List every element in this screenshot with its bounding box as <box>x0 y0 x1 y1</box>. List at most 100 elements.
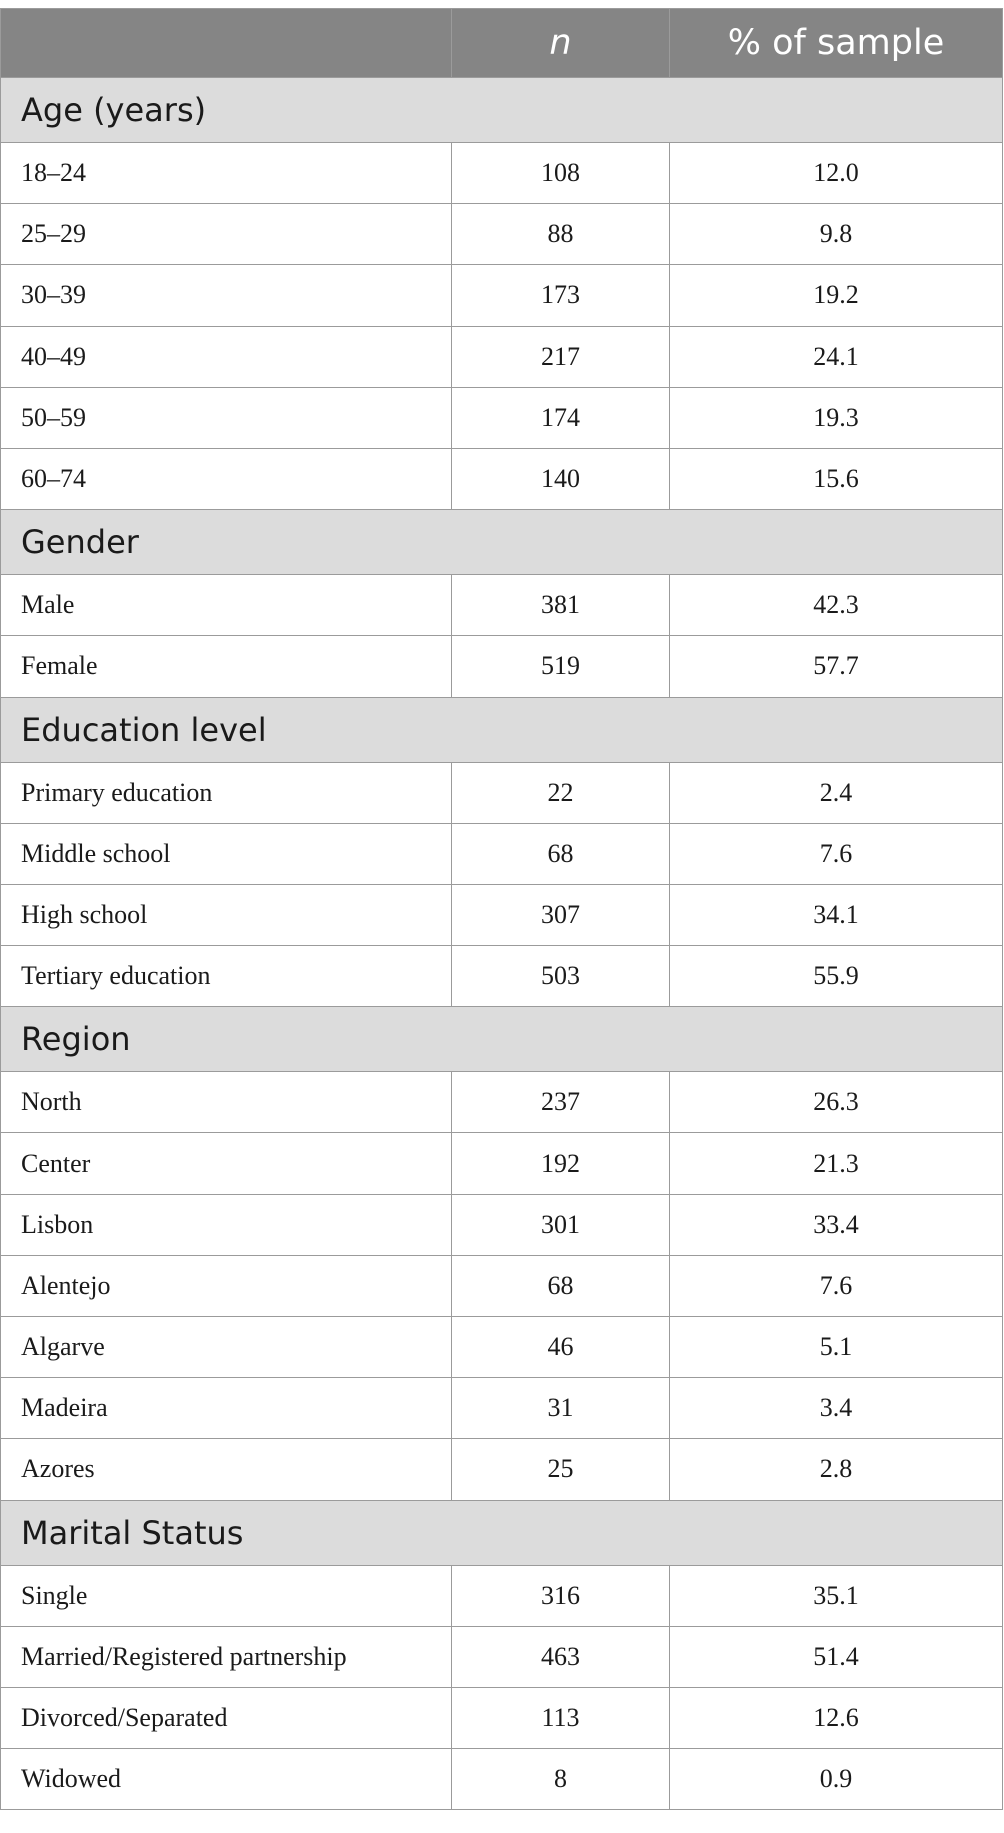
row-n-cell: 217 <box>451 325 670 388</box>
row-n-cell: 31 <box>451 1377 670 1440</box>
header-n-cell: n <box>451 8 670 78</box>
table-row: Middle school 68 7.6 <box>0 822 1003 885</box>
table-row: Tertiary education 503 55.9 <box>0 945 1003 1008</box>
row-label-cell: Female <box>0 635 452 698</box>
row-n-cell: 192 <box>451 1132 670 1195</box>
row-pct-cell: 3.4 <box>669 1377 1003 1440</box>
row-label-cell: Lisbon <box>0 1193 452 1256</box>
row-n-cell: 237 <box>451 1071 670 1134</box>
row-label-cell: Male <box>0 574 452 637</box>
row-pct-cell: 15.6 <box>669 447 1003 511</box>
row-n-cell: 173 <box>451 264 670 327</box>
table-body: Age (years) 18–24 108 12.0 25–29 88 9.8 30–39 17… <box>0 77 1003 1811</box>
table-row: Azores 25 2.8 <box>0 1438 1003 1501</box>
row-pct-cell: 12.0 <box>669 141 1003 205</box>
row-pct-cell: 19.2 <box>669 264 1003 327</box>
demographics-table: n % of sample Age (years) 18–24 108 12.0 25–… <box>0 8 1003 1811</box>
row-pct-cell: 2.4 <box>669 761 1003 824</box>
row-n-cell: 25 <box>451 1438 670 1501</box>
row-label-cell: High school <box>0 883 452 947</box>
row-label-cell: Algarve <box>0 1315 452 1379</box>
table-row: 18–24 108 12.0 <box>0 141 1003 205</box>
row-pct-cell: 57.7 <box>669 635 1003 698</box>
row-label-cell: Alentejo <box>0 1254 452 1318</box>
table-row: 50–59 174 19.3 <box>0 386 1003 449</box>
table-row: Male 381 42.3 <box>0 574 1003 637</box>
row-label-cell: Azores <box>0 1438 452 1501</box>
table-row: North 237 26.3 <box>0 1071 1003 1134</box>
row-n-cell: 46 <box>451 1315 670 1379</box>
row-pct-cell: 21.3 <box>669 1132 1003 1195</box>
row-label-cell: 40–49 <box>0 325 452 388</box>
table-row: Single 316 35.1 <box>0 1564 1003 1627</box>
demographics-table-container: n % of sample Age (years) 18–24 108 12.0 25–… <box>0 8 1003 1811</box>
table-row: Algarve 46 5.1 <box>0 1315 1003 1379</box>
section-header-row: Gender <box>0 509 1003 576</box>
row-label-cell: Primary education <box>0 761 452 824</box>
header-label-cell <box>0 8 452 78</box>
table-row: Lisbon 301 33.4 <box>0 1193 1003 1256</box>
row-n-cell: 381 <box>451 574 670 637</box>
row-pct-cell: 26.3 <box>669 1071 1003 1134</box>
row-n-cell: 503 <box>451 945 670 1008</box>
section-header-row: Age (years) <box>0 77 1003 143</box>
row-n-cell: 301 <box>451 1193 670 1256</box>
row-label-cell: Madeira <box>0 1377 452 1440</box>
table-row: 25–29 88 9.8 <box>0 203 1003 266</box>
row-label-cell: North <box>0 1071 452 1134</box>
row-label-cell: Middle school <box>0 822 452 885</box>
row-label-cell: Single <box>0 1564 452 1627</box>
table-row: Center 192 21.3 <box>0 1132 1003 1195</box>
row-n-cell: 113 <box>451 1686 670 1750</box>
row-pct-cell: 51.4 <box>669 1625 1003 1688</box>
row-pct-cell: 19.3 <box>669 386 1003 449</box>
section-header-row: Region <box>0 1006 1003 1073</box>
row-label-cell: Widowed <box>0 1748 452 1811</box>
table-row: 40–49 217 24.1 <box>0 325 1003 388</box>
row-pct-cell: 7.6 <box>669 1254 1003 1318</box>
row-pct-cell: 35.1 <box>669 1564 1003 1627</box>
section-header-row: Marital Status <box>0 1499 1003 1566</box>
table-row: Madeira 31 3.4 <box>0 1377 1003 1440</box>
row-n-cell: 108 <box>451 141 670 205</box>
row-n-cell: 463 <box>451 1625 670 1688</box>
row-n-cell: 316 <box>451 1564 670 1627</box>
table-row: Married/Registered partnership 463 51.4 <box>0 1625 1003 1688</box>
row-n-cell: 68 <box>451 822 670 885</box>
row-pct-cell: 0.9 <box>669 1748 1003 1811</box>
section-title: Age (years) <box>0 77 1003 143</box>
section-title: Region <box>0 1006 1003 1073</box>
row-n-cell: 22 <box>451 761 670 824</box>
row-pct-cell: 42.3 <box>669 574 1003 637</box>
table-row: Widowed 8 0.9 <box>0 1748 1003 1811</box>
row-pct-cell: 24.1 <box>669 325 1003 388</box>
row-pct-cell: 12.6 <box>669 1686 1003 1750</box>
row-label-cell: Tertiary education <box>0 945 452 1008</box>
row-label-cell: Married/Registered partnership <box>0 1625 452 1688</box>
row-n-cell: 8 <box>451 1748 670 1811</box>
row-pct-cell: 7.6 <box>669 822 1003 885</box>
table-row: Female 519 57.7 <box>0 635 1003 698</box>
row-n-cell: 307 <box>451 883 670 947</box>
row-label-cell: 30–39 <box>0 264 452 327</box>
table-row: Divorced/Separated 113 12.6 <box>0 1686 1003 1750</box>
row-pct-cell: 55.9 <box>669 945 1003 1008</box>
header-pct-cell: % of sample <box>669 8 1003 78</box>
table-row: Alentejo 68 7.6 <box>0 1254 1003 1318</box>
row-label-cell: 25–29 <box>0 203 452 266</box>
row-label-cell: 50–59 <box>0 386 452 449</box>
section-title: Gender <box>0 509 1003 576</box>
row-label-cell: Center <box>0 1132 452 1195</box>
section-title: Education level <box>0 696 1003 763</box>
table-row: High school 307 34.1 <box>0 883 1003 947</box>
table-header-row: n % of sample <box>0 8 1003 78</box>
row-n-cell: 140 <box>451 447 670 511</box>
section-header-row: Education level <box>0 696 1003 763</box>
row-pct-cell: 34.1 <box>669 883 1003 947</box>
row-pct-cell: 9.8 <box>669 203 1003 266</box>
row-label-cell: Divorced/Separated <box>0 1686 452 1750</box>
table-row: Primary education 22 2.4 <box>0 761 1003 824</box>
row-label-cell: 18–24 <box>0 141 452 205</box>
row-n-cell: 519 <box>451 635 670 698</box>
row-label-cell: 60–74 <box>0 447 452 511</box>
